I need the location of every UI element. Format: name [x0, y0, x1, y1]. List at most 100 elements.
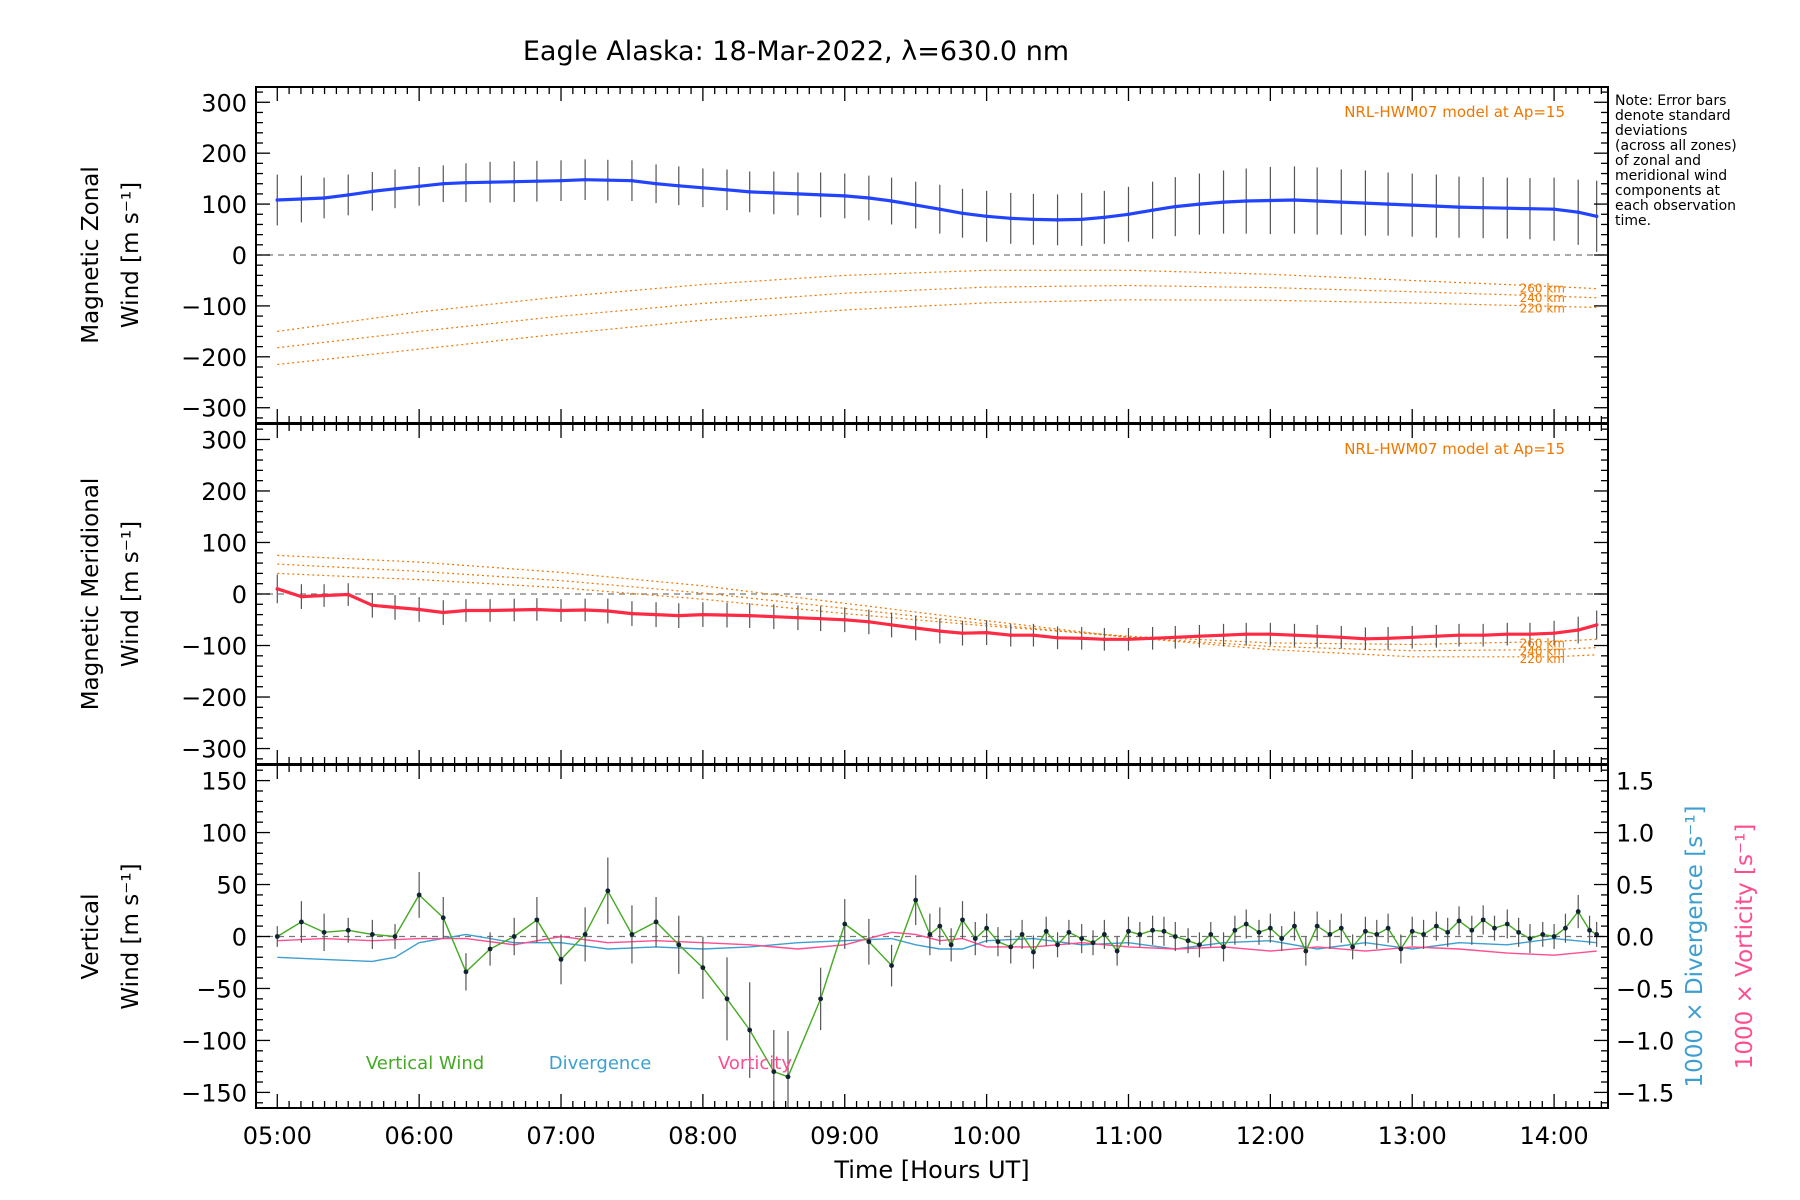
meridional-data-point	[488, 608, 492, 613]
vertical-data-point	[818, 996, 824, 1002]
vertical-wind-panel: 150 100 50 0 −50 −100 −150 Vertical Wind [m s⁻¹]…	[78, 764, 1758, 1184]
vertical-data-point	[1563, 925, 1568, 931]
error-bar-note: Note: Error bars denote standard deviati…	[1615, 93, 1737, 229]
vertical-data-point	[1019, 932, 1025, 937]
model-curve-240km	[277, 563, 1597, 652]
vertical-data-point	[534, 917, 540, 923]
zonal-wind-panel: 300 200 100 0 −100 −200 −300 Magnetic Zonal Wind…	[78, 86, 1609, 424]
zonal-data-point	[1434, 204, 1439, 208]
zonal-data-point	[1410, 203, 1415, 207]
note-line-3: deviations	[1615, 123, 1687, 139]
vertical-data-point	[321, 929, 327, 935]
meridional-data-point	[1031, 633, 1036, 638]
meridional-data-point	[984, 630, 989, 635]
vorticity-axis-label: 1000 × Vorticity [s⁻¹]	[1732, 824, 1758, 1070]
zonal-data-point	[1197, 202, 1202, 206]
vertical-data-point	[1587, 927, 1592, 933]
divergence-axis-label: 1000 × Divergence [s⁻¹]	[1682, 805, 1708, 1087]
zonal-data-point	[1173, 204, 1178, 209]
vertical-data-point	[995, 939, 1001, 945]
meridional-data-point	[630, 611, 634, 616]
meridional-data-point	[1363, 637, 1368, 641]
meridional-data-point	[1552, 631, 1556, 635]
vertical-data-point	[274, 934, 280, 939]
vertical-data-point	[676, 942, 682, 948]
zonal-data-point	[747, 190, 752, 194]
vertical-wind-line	[276, 890, 1598, 1078]
meridional-ylabel-line1: Magnetic Meridional	[78, 478, 104, 711]
vertical-data-point	[629, 932, 635, 937]
zonal-data-point	[654, 181, 658, 186]
meridional-data-point	[1008, 633, 1013, 638]
legend-entry-vorticity: Vorticity	[718, 1053, 792, 1074]
meridional-data-point	[725, 613, 729, 617]
vertical-data-point	[1327, 932, 1333, 937]
zonal-data-point	[1528, 206, 1532, 211]
meridional-wind-panel: 300 200 100 0 −100 −200 −300 Magnetic Meridiona…	[78, 423, 1609, 765]
vertical-data-point	[1374, 932, 1380, 937]
x-axis-label: Time [Hours UT]	[833, 1156, 1029, 1184]
meridional-data-point	[1528, 632, 1532, 636]
vertical-data-point	[1079, 936, 1085, 941]
zonal-data-point	[606, 178, 610, 182]
meridional-model-label: NRL-HWM07 model at Ap=15	[1344, 440, 1565, 458]
divergence-line	[277, 933, 1597, 963]
zonal-data-point	[1594, 214, 1599, 219]
vertical-data-point	[653, 919, 659, 925]
meridional-data-point	[1315, 634, 1319, 639]
vertical-data-point	[1314, 923, 1320, 929]
zonal-data-point	[676, 183, 681, 188]
y2-tick-label: −0.5	[1616, 975, 1674, 1003]
meridional-data-point	[417, 607, 421, 612]
zonal-data-point	[1339, 200, 1344, 204]
vertical-data-point	[1101, 932, 1107, 937]
meridional-ytick-label: 200	[201, 478, 247, 506]
zonal-data-point	[535, 179, 539, 183]
vertical-data-point	[298, 919, 304, 925]
meridional-ytick-label: 100	[201, 529, 247, 557]
meridional-data-point	[889, 623, 894, 627]
meridional-data-point	[370, 603, 375, 608]
zonal-data-point	[796, 192, 800, 196]
model-curve-260km	[277, 269, 1597, 332]
vertical-data-point	[1445, 929, 1451, 935]
vertical-data-point	[724, 996, 730, 1002]
meridional-data-point	[441, 610, 446, 615]
meridional-data-point	[772, 614, 776, 619]
zonal-data-point	[1126, 212, 1131, 217]
vertical-data-point	[558, 956, 564, 962]
vertical-data-point	[1363, 928, 1368, 934]
meridional-data-point	[1268, 632, 1273, 636]
vertical-plot-area	[256, 857, 1608, 1108]
meridional-ytick-label: 300	[201, 426, 247, 454]
note-line-9: time.	[1615, 213, 1651, 229]
model-altitude-label: 240 km	[1520, 291, 1565, 305]
legend-entry-vertical-wind: Vertical Wind	[366, 1053, 484, 1074]
note-line-2: denote standard	[1615, 108, 1731, 124]
meridional-data-point	[393, 605, 397, 610]
meridional-data-point	[583, 608, 587, 612]
vertical-data-point	[1409, 928, 1415, 934]
zonal-ytick-label: 100	[201, 191, 247, 219]
vertical-data-point	[1594, 932, 1600, 937]
vertical-ytick-label: 100	[201, 820, 247, 848]
figure-title: Eagle Alaska: 18-Mar-2022, λ=630.0 nm	[523, 36, 1069, 67]
zonal-data-point	[441, 181, 446, 186]
zonal-data-point	[772, 191, 776, 195]
zonal-data-point	[299, 197, 304, 201]
vertical-data-point	[984, 925, 990, 931]
vertical-data-point	[605, 888, 611, 894]
vertical-data-point	[1208, 932, 1214, 937]
zonal-plot-area	[256, 159, 1608, 366]
meridional-data-point	[464, 608, 468, 613]
meridional-data-point	[913, 626, 918, 630]
vertical-data-point	[960, 917, 965, 923]
zonal-ytick-label: −200	[181, 344, 247, 372]
meridional-data-point	[1055, 635, 1060, 640]
vertical-data-point	[1527, 936, 1533, 941]
meridional-data-point	[1221, 633, 1226, 638]
meridional-data-point	[654, 612, 658, 617]
zonal-data-point	[1008, 216, 1013, 221]
meridional-data-point	[1481, 633, 1485, 638]
vertical-data-point	[1221, 944, 1226, 950]
